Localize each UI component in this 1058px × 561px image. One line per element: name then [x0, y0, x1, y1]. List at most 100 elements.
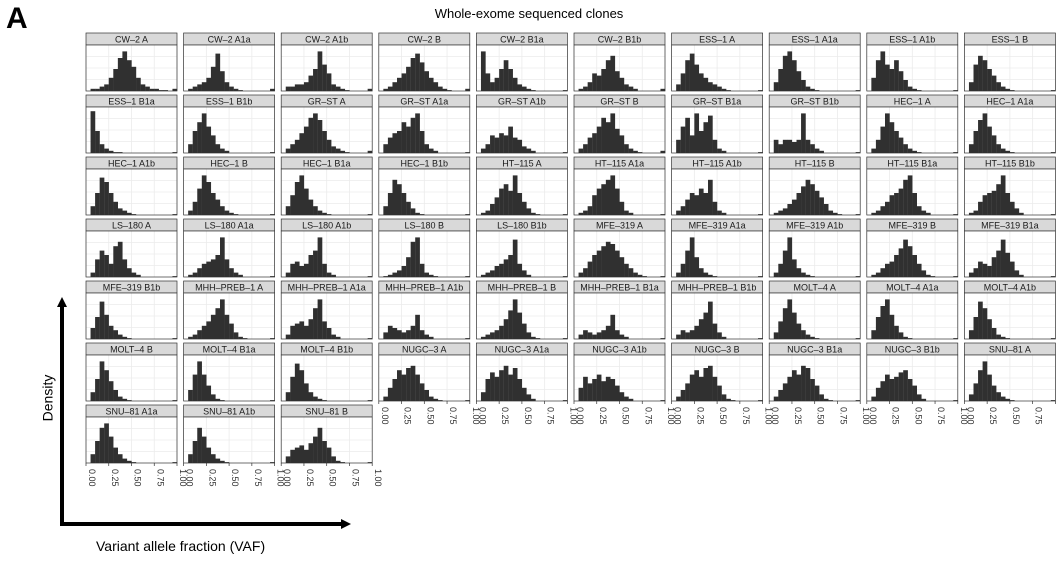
- histogram-bar: [172, 400, 178, 401]
- histogram-bar: [828, 210, 834, 215]
- histogram-bar: [206, 385, 212, 401]
- histogram-bar: [294, 323, 300, 339]
- histogram-bar: [637, 274, 643, 277]
- histogram-bar: [392, 272, 398, 277]
- histogram-bar: [499, 133, 504, 153]
- histogram-bar: [953, 400, 958, 401]
- histogram-bar: [624, 336, 629, 339]
- facet-label: HEC–1 B1b: [401, 159, 449, 169]
- histogram-bar: [224, 210, 230, 215]
- histogram-bar: [953, 214, 958, 215]
- histogram-bar: [401, 193, 407, 215]
- facet-frame: [671, 230, 763, 278]
- facet-label: ESS–1 B1a: [108, 97, 155, 107]
- facet-panel: CW–2 A: [85, 32, 178, 92]
- histogram-bar: [996, 392, 1001, 401]
- histogram-bar: [512, 77, 518, 91]
- histogram-bar: [308, 75, 314, 91]
- histogram-bar: [215, 398, 221, 401]
- histogram-bar: [131, 462, 137, 463]
- histogram-bar: [689, 193, 695, 215]
- histogram-bar: [326, 328, 332, 339]
- histogram-bar: [145, 86, 150, 91]
- histogram-bar: [122, 210, 128, 215]
- histogram-bar: [326, 214, 332, 215]
- histogram-bar: [583, 144, 588, 153]
- facet-panel: MHH–PREB–1 A1b: [378, 280, 471, 340]
- facet-frame: [280, 44, 373, 92]
- histogram-bar: [428, 274, 434, 277]
- histogram-bar: [1009, 261, 1015, 277]
- histogram-bar: [197, 122, 202, 153]
- histogram-bar: [188, 454, 193, 463]
- histogram-bar: [480, 148, 486, 153]
- histogram-bar: [206, 182, 212, 215]
- histogram-bar: [907, 148, 913, 153]
- histogram-bar: [433, 276, 439, 277]
- histogram-bar: [331, 84, 336, 91]
- histogram-bar: [982, 308, 988, 339]
- histogram-bar: [982, 263, 988, 277]
- histogram-bar: [317, 427, 323, 463]
- histogram-bar: [490, 332, 495, 339]
- facet-frame: [183, 230, 275, 278]
- histogram-bar: [619, 334, 625, 339]
- histogram-bar: [90, 392, 96, 401]
- histogram-bar: [415, 212, 420, 215]
- histogram-bar: [503, 135, 509, 153]
- histogram-bar: [601, 330, 606, 339]
- histogram-bar: [982, 60, 988, 91]
- histogram-bar: [290, 195, 295, 215]
- histogram-bar: [485, 144, 491, 153]
- histogram-bar: [871, 274, 877, 277]
- facet-panel: HEC–1 B1b: [378, 156, 471, 216]
- histogram-bar: [294, 447, 300, 463]
- histogram-bar: [322, 131, 327, 153]
- histogram-bar: [987, 69, 992, 91]
- histogram-bar: [787, 376, 793, 401]
- histogram-bar: [987, 126, 992, 153]
- histogram-bar: [415, 53, 420, 91]
- histogram-bar: [810, 336, 815, 339]
- histogram-bar: [973, 64, 979, 91]
- histogram-bar: [712, 376, 718, 401]
- histogram-bar: [587, 82, 593, 91]
- histogram-bar: [99, 361, 105, 401]
- histogram-bar: [898, 372, 904, 401]
- histogram-bar: [303, 325, 309, 339]
- histogram-bar: [480, 336, 486, 339]
- histogram-bar: [708, 301, 713, 339]
- facet-panel: HEC–1 B: [183, 156, 276, 216]
- facet-frame: [280, 106, 373, 154]
- histogram-bar: [624, 84, 629, 91]
- histogram-bar: [819, 197, 824, 215]
- facet-label: SNU–81 A: [989, 345, 1031, 355]
- histogram-bar: [633, 150, 638, 153]
- histogram-bar: [875, 139, 881, 153]
- histogram-bar: [503, 259, 509, 277]
- facet-label: MHH–PREB–1 A: [195, 283, 263, 293]
- histogram-bar: [406, 257, 411, 277]
- histogram-bar: [270, 88, 275, 91]
- facet-panel: MFE–319 B1a: [964, 218, 1056, 278]
- histogram-bar: [987, 319, 992, 339]
- histogram-bar: [308, 255, 314, 277]
- x-tick-label: 0.25: [598, 407, 608, 425]
- histogram-bar: [889, 314, 895, 339]
- facet-panel: GR–ST A1b: [475, 94, 568, 154]
- histogram-bar: [610, 314, 616, 339]
- histogram-bar: [855, 214, 861, 215]
- histogram-bar: [270, 276, 275, 277]
- facet-label: HT–115 A1a: [595, 159, 644, 169]
- histogram-bar: [801, 365, 806, 401]
- facet-label: LS–180 A1a: [205, 221, 254, 231]
- facet-panel: LS–180 A: [85, 218, 178, 278]
- x-tick-label: 0.00: [185, 469, 195, 487]
- histogram-bar: [801, 330, 806, 339]
- facet-panel: GR–ST B1a: [671, 94, 763, 154]
- x-tick-label: 0.75: [350, 469, 360, 487]
- histogram-bar: [401, 266, 407, 277]
- histogram-bar: [978, 55, 983, 91]
- histogram-bar: [680, 263, 686, 277]
- facet-label: MHH–PREB–1 B: [488, 283, 557, 293]
